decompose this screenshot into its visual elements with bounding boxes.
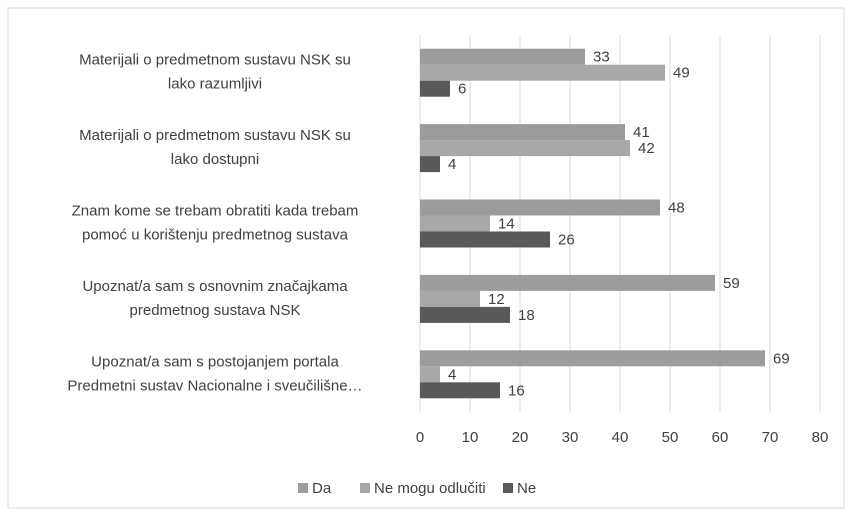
bar (420, 215, 490, 232)
y-tick-label: lako dostupni (171, 151, 259, 168)
data-label: 33 (593, 49, 610, 66)
data-label: 41 (633, 124, 650, 141)
y-tick-label: Predmetni sustav Nacionalne i sveučilišn… (67, 377, 362, 394)
legend-swatch (503, 483, 513, 493)
bar (420, 124, 625, 141)
data-label: 48 (668, 199, 685, 216)
y-tick-label: Upoznat/a sam s postojanjem portala (91, 353, 339, 370)
bar (420, 156, 440, 173)
legend-label: Ne mogu odlučiti (374, 480, 486, 497)
x-tick-label: 10 (462, 429, 479, 446)
legend-swatch (298, 483, 308, 493)
y-tick-label: predmetnog sustava NSK (130, 302, 301, 319)
x-tick-label: 70 (762, 429, 779, 446)
legend-swatch (360, 483, 370, 493)
x-tick-label: 40 (612, 429, 629, 446)
data-label: 6 (458, 81, 466, 98)
x-tick-label: 30 (562, 429, 579, 446)
data-label: 69 (773, 350, 790, 367)
data-label: 12 (488, 291, 505, 308)
data-label: 42 (638, 140, 655, 157)
bar (420, 64, 665, 81)
data-label: 26 (558, 231, 575, 248)
legend-label: Da (312, 480, 332, 497)
x-tick-label: 20 (512, 429, 529, 446)
bar (420, 350, 765, 367)
bar (420, 290, 480, 307)
data-label: 49 (673, 65, 690, 82)
bar (420, 274, 715, 291)
data-label: 4 (448, 156, 456, 173)
bar (420, 366, 440, 383)
y-tick-label: lako razumljivi (168, 76, 262, 93)
x-tick-label: 60 (712, 429, 729, 446)
data-label: 16 (508, 382, 525, 399)
bar (420, 48, 585, 65)
y-tick-label: Materijali o predmetnom sustavu NSK su (79, 52, 351, 69)
y-tick-label: Materijali o predmetnom sustavu NSK su (79, 127, 351, 144)
bar (420, 140, 630, 157)
bar (420, 306, 510, 323)
x-tick-label: 80 (812, 429, 829, 446)
legend-label: Ne (517, 480, 536, 497)
y-tick-label: Znam kome se trebam obratiti kada trebam (72, 202, 359, 219)
bar (420, 199, 660, 216)
data-label: 18 (518, 307, 535, 324)
x-tick-label: 50 (662, 429, 679, 446)
bar (420, 80, 450, 97)
data-label: 59 (723, 275, 740, 292)
x-tick-label: 0 (416, 429, 424, 446)
y-tick-label: Upoznat/a sam s osnovnim značajkama (82, 278, 348, 295)
data-label: 4 (448, 366, 456, 383)
bar (420, 231, 550, 248)
bar (420, 382, 500, 399)
y-tick-label: pomoć u korištenju predmetnog sustava (82, 226, 349, 243)
data-label: 14 (498, 215, 515, 232)
